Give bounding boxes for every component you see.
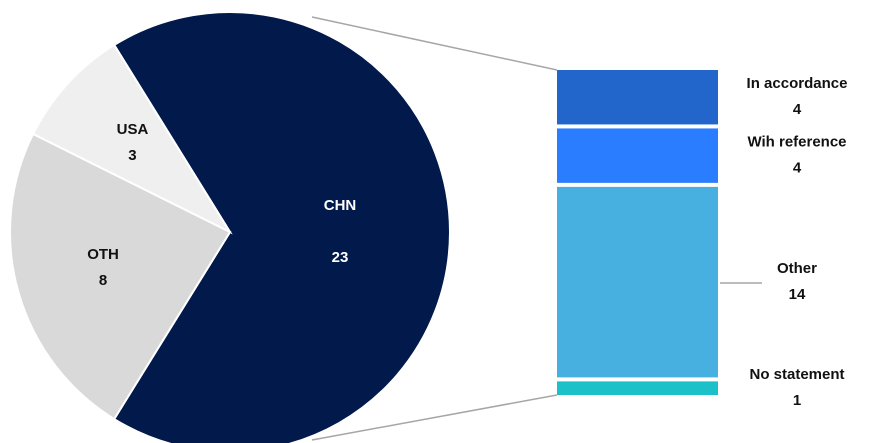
bar-segment [557, 186, 718, 378]
bar-segment [557, 128, 718, 183]
slice-value: 23 [332, 249, 349, 266]
slice-label: OTH [87, 246, 119, 263]
slice-value: 3 [128, 147, 136, 164]
bar-segment [557, 70, 718, 125]
slice-label: USA [117, 121, 149, 138]
segment-value: 4 [793, 101, 802, 118]
connector-line [311, 394, 558, 441]
segment-value: 4 [793, 160, 802, 177]
slice-value: 8 [99, 272, 107, 289]
segment-value: 14 [789, 286, 806, 303]
pie-slice [112, 11, 451, 443]
segment-label: No statement [749, 366, 844, 383]
pie-slice [31, 43, 233, 235]
bar-segment [557, 381, 718, 395]
connector-line [311, 16, 558, 71]
segment-value: 1 [793, 392, 801, 409]
segment-label: Wih reference [747, 134, 846, 151]
slice-label: CHN [324, 197, 357, 214]
segment-label: Other [777, 260, 817, 277]
segment-label: In accordance [747, 75, 848, 92]
